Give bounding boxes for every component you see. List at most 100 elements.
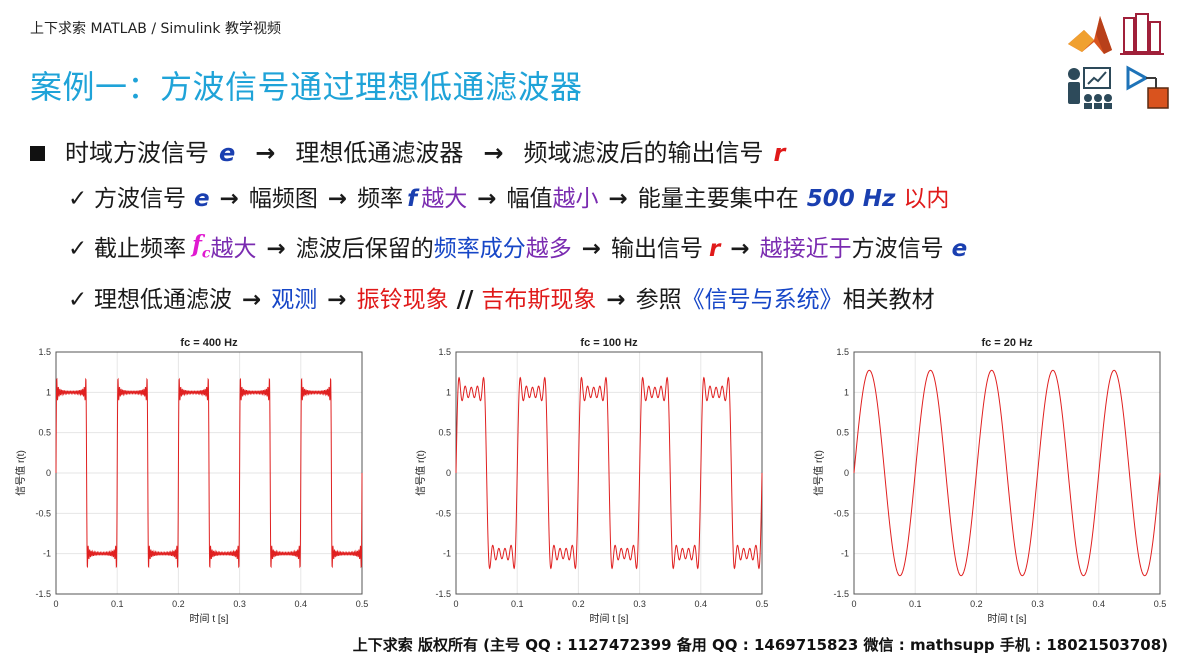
signal-curve bbox=[455, 376, 763, 570]
y-tick-label: -1 bbox=[841, 549, 849, 559]
x-tick-label: 0.1 bbox=[909, 599, 922, 609]
text: 吉布斯现象 bbox=[481, 286, 597, 313]
y-axis-label: 信号值 r(t) bbox=[414, 450, 427, 496]
arrow: → bbox=[483, 139, 504, 167]
arrow: → bbox=[327, 286, 347, 313]
chart-fc-100: fc = 100 Hz 0 0.1 0.2 0.3 0.4 0.5 1.5 1 0.5 0 -0.5 -… bbox=[410, 334, 770, 630]
signal-r: r bbox=[709, 236, 721, 263]
arrow: → bbox=[606, 286, 626, 313]
x-tick-label: 0.1 bbox=[511, 599, 524, 609]
y-tick-label: -1.5 bbox=[435, 589, 451, 599]
series-header: 上下求索 MATLAB / Simulink 教学视频 bbox=[30, 21, 281, 37]
y-tick-label: 0 bbox=[446, 468, 451, 478]
y-axis-label: 信号值 r(t) bbox=[14, 450, 27, 496]
arrow: → bbox=[327, 186, 348, 212]
x-axis-label: 时间 t [s] bbox=[190, 612, 229, 625]
text: 幅频图 bbox=[248, 186, 318, 212]
y-tick-label: 0 bbox=[46, 468, 51, 478]
symbol-f: f bbox=[407, 186, 418, 212]
x-tick-label: 0.5 bbox=[1154, 599, 1167, 609]
x-tick-label: 0.5 bbox=[756, 599, 769, 609]
freq-value: 500 Hz bbox=[806, 186, 896, 212]
main-bullet: 时域方波信号 e → 理想低通滤波器 → 频域滤波后的输出信号 r bbox=[30, 136, 1162, 170]
page-title: 案例一：方波信号通过理想低通滤波器 bbox=[30, 68, 583, 106]
y-tick-label: -0.5 bbox=[35, 508, 51, 518]
signal-e: e bbox=[219, 139, 236, 167]
x-axis-label: 时间 t [s] bbox=[590, 612, 629, 625]
arrow: → bbox=[477, 186, 497, 212]
y-tick-label: 0 bbox=[844, 468, 849, 478]
x-axis-label: 时间 t [s] bbox=[988, 612, 1027, 625]
y-tick-label: 1 bbox=[46, 387, 51, 397]
bullet-text-2: 理想低通滤波器 bbox=[295, 139, 464, 167]
symbol-f: f bbox=[192, 231, 202, 258]
x-tick-label: 0.3 bbox=[633, 599, 646, 609]
y-tick-label: -1.5 bbox=[833, 589, 849, 599]
x-tick-label: 0.2 bbox=[572, 599, 585, 609]
signal-e: e bbox=[951, 236, 968, 263]
x-tick-label: 0.3 bbox=[233, 599, 246, 609]
text: 越大 bbox=[210, 236, 257, 263]
bullet-text-1: 时域方波信号 bbox=[65, 139, 209, 167]
arrow: → bbox=[730, 236, 750, 263]
subscript-c: c bbox=[201, 245, 211, 262]
y-tick-label: 1 bbox=[446, 387, 451, 397]
chart-title: fc = 400 Hz bbox=[180, 337, 238, 349]
x-tick-label: 0.2 bbox=[970, 599, 983, 609]
arrow: → bbox=[219, 186, 239, 212]
y-tick-label: 1.5 bbox=[438, 347, 451, 357]
y-tick-label: 1.5 bbox=[38, 347, 51, 357]
sub-bullet-1: ✓ 方波信号 e → 幅频图 → 频率 f 越大 → 幅值 越小 → 能量主要集… bbox=[68, 182, 1162, 216]
text: 滤波后保留的 bbox=[295, 236, 434, 263]
check-icon: ✓ bbox=[68, 186, 88, 212]
arrow: → bbox=[242, 286, 262, 313]
text: 越大 bbox=[421, 186, 468, 212]
x-tick-label: 0.4 bbox=[695, 599, 708, 609]
text: 方波信号 bbox=[851, 236, 944, 263]
text: 观测 bbox=[271, 286, 318, 313]
y-tick-label: -1 bbox=[43, 549, 51, 559]
y-axis-label: 信号值 r(t) bbox=[812, 450, 825, 496]
signal-e: e bbox=[194, 186, 210, 212]
y-tick-label: 1 bbox=[844, 387, 849, 397]
symbol-fc: fc bbox=[192, 228, 210, 271]
x-tick-label: 0.3 bbox=[1031, 599, 1044, 609]
x-tick-label: 0 bbox=[53, 599, 58, 609]
x-tick-label: 0.5 bbox=[356, 599, 369, 609]
simulink-icon bbox=[1126, 65, 1169, 109]
text: 参照 bbox=[635, 286, 682, 313]
x-tick-label: 0 bbox=[851, 599, 856, 609]
text: 振铃现象 bbox=[356, 286, 449, 313]
text: 能量主要集中在 bbox=[637, 186, 799, 212]
charts-row: fc = 400 Hz 0 0.1 0.2 0.3 0.4 0.5 1.5 1 0.5 0 -0.5 -… bbox=[0, 334, 1192, 630]
check-icon: ✓ bbox=[68, 286, 88, 313]
arrow: → bbox=[266, 236, 286, 263]
logo-icons bbox=[1064, 10, 1174, 114]
x-tick-label: 0.4 bbox=[295, 599, 308, 609]
text: 频率 bbox=[357, 186, 404, 212]
x-tick-label: 0.4 bbox=[1093, 599, 1106, 609]
books-icon bbox=[1120, 13, 1164, 55]
bullet-text-3: 频域滤波后的输出信号 bbox=[523, 139, 764, 167]
text: 越小 bbox=[552, 186, 599, 212]
square-bullet-icon bbox=[30, 145, 45, 161]
copyright-footer: 上下求索 版权所有 (主号 QQ : 1127472399 备用 QQ : 14… bbox=[352, 636, 1168, 654]
text: 越多 bbox=[525, 236, 572, 263]
text: 理想低通滤波 bbox=[94, 286, 232, 313]
y-tick-label: 1.5 bbox=[836, 347, 849, 357]
arrow: → bbox=[255, 139, 276, 167]
chart-title: fc = 20 Hz bbox=[981, 337, 1033, 349]
x-tick-label: 0.2 bbox=[172, 599, 185, 609]
presentation-icon bbox=[1068, 67, 1112, 109]
chart-fc-20: fc = 20 Hz 0 0.1 0.2 0.3 0.4 0.5 1.5 1 0.5 0 -0.5 -1… bbox=[808, 334, 1168, 630]
y-tick-label: -0.5 bbox=[833, 508, 849, 518]
check-icon: ✓ bbox=[68, 236, 88, 263]
matlab-logo-icon bbox=[1068, 16, 1112, 54]
chart-fc-400: fc = 400 Hz 0 0.1 0.2 0.3 0.4 0.5 1.5 1 0.5 0 -0.5 -… bbox=[10, 334, 370, 630]
signal-curve bbox=[853, 369, 1161, 577]
y-tick-label: -1 bbox=[443, 549, 451, 559]
chart-title: fc = 100 Hz bbox=[580, 337, 638, 349]
separator: // bbox=[456, 286, 474, 313]
text: 以内 bbox=[903, 186, 950, 212]
text: 越接近于 bbox=[759, 236, 852, 263]
